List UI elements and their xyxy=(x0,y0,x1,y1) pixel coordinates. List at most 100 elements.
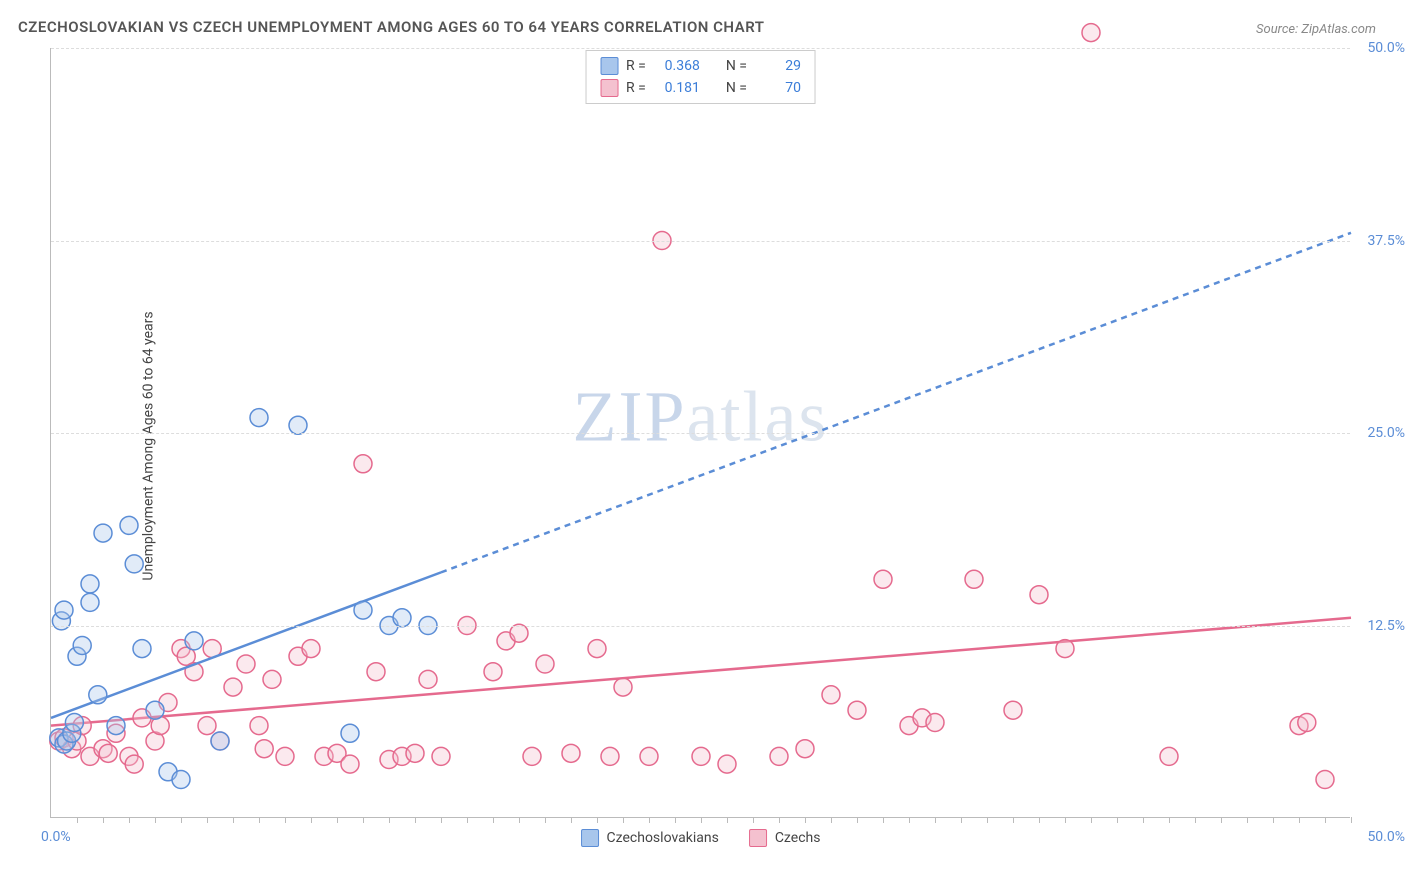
x-axis-tick xyxy=(1247,817,1248,823)
x-axis-tick xyxy=(753,817,754,823)
data-point xyxy=(250,409,268,427)
data-point xyxy=(55,601,73,619)
x-axis-tick xyxy=(1065,817,1066,823)
data-point xyxy=(484,663,502,681)
x-axis-tick xyxy=(103,817,104,823)
y-axis-tick-label: 25.0% xyxy=(1367,425,1405,441)
x-axis-tick xyxy=(155,817,156,823)
x-axis-tick xyxy=(207,817,208,823)
y-axis-tick-label: 37.5% xyxy=(1367,233,1405,249)
data-point xyxy=(1160,747,1178,765)
data-point xyxy=(822,686,840,704)
n-label: N = xyxy=(726,58,747,74)
swatch-czechoslovakians xyxy=(600,57,618,75)
x-axis-tick xyxy=(259,817,260,823)
x-axis-tick xyxy=(987,817,988,823)
x-axis-tick xyxy=(1169,817,1170,823)
data-point xyxy=(185,632,203,650)
x-axis-tick-min: 0.0% xyxy=(41,829,71,845)
gridline-h xyxy=(51,48,1350,49)
data-point xyxy=(770,747,788,765)
data-point xyxy=(172,771,190,789)
plot-area: ZIPatlas R = 0.368 N = 29 R = 0.181 N = … xyxy=(50,48,1350,818)
data-point xyxy=(640,747,658,765)
data-point xyxy=(341,755,359,773)
data-point xyxy=(1004,701,1022,719)
data-point xyxy=(367,663,385,681)
x-axis-tick xyxy=(545,817,546,823)
data-point xyxy=(354,601,372,619)
swatch-czechs-icon xyxy=(749,829,767,847)
data-point xyxy=(1030,586,1048,604)
series-label-czechs: Czechs xyxy=(775,830,821,846)
x-axis-tick xyxy=(675,817,676,823)
chart-container: CZECHOSLOVAKIAN VS CZECH UNEMPLOYMENT AM… xyxy=(0,0,1406,892)
data-point xyxy=(614,678,632,696)
data-point xyxy=(926,714,944,732)
data-point xyxy=(81,575,99,593)
data-point xyxy=(796,740,814,758)
data-point xyxy=(562,744,580,762)
data-point xyxy=(601,747,619,765)
series-legend-czechs: Czechs xyxy=(749,829,821,847)
x-axis-tick xyxy=(337,817,338,823)
data-point xyxy=(146,701,164,719)
x-axis-tick xyxy=(467,817,468,823)
r-label: R = xyxy=(626,58,646,74)
swatch-czechoslovakians-icon xyxy=(581,829,599,847)
x-axis-tick xyxy=(1351,817,1352,823)
data-point xyxy=(73,637,91,655)
x-axis-tick xyxy=(909,817,910,823)
data-point xyxy=(289,416,307,434)
x-axis-tick xyxy=(1299,817,1300,823)
x-axis-tick xyxy=(1117,817,1118,823)
chart-source: Source: ZipAtlas.com xyxy=(1256,22,1376,37)
data-point xyxy=(588,640,606,658)
data-point xyxy=(874,570,892,588)
r-label: R = xyxy=(626,80,646,96)
data-point xyxy=(125,755,143,773)
x-axis-tick xyxy=(571,817,572,823)
x-axis-tick-max: 50.0% xyxy=(1367,829,1405,845)
data-point xyxy=(341,724,359,742)
data-point xyxy=(406,744,424,762)
r-value-czechoslovakians: 0.368 xyxy=(654,58,700,74)
data-point xyxy=(255,740,273,758)
x-axis-tick xyxy=(883,817,884,823)
data-point xyxy=(302,640,320,658)
gridline-h xyxy=(51,433,1350,434)
data-point xyxy=(89,686,107,704)
x-axis-tick xyxy=(623,817,624,823)
swatch-czechs xyxy=(600,79,618,97)
data-point xyxy=(419,670,437,688)
data-point xyxy=(99,744,117,762)
x-axis-tick xyxy=(1143,817,1144,823)
data-point xyxy=(1082,24,1100,42)
data-point xyxy=(133,640,151,658)
data-point xyxy=(848,701,866,719)
trend-line-dashed xyxy=(441,233,1351,573)
gridline-h xyxy=(51,241,1350,242)
data-point xyxy=(523,747,541,765)
series-legend: Czechoslovakians Czechs xyxy=(581,829,821,847)
y-axis-tick-label: 50.0% xyxy=(1367,40,1405,56)
x-axis-tick xyxy=(389,817,390,823)
x-axis-tick xyxy=(519,817,520,823)
x-axis-tick xyxy=(363,817,364,823)
x-axis-tick xyxy=(1273,817,1274,823)
data-point xyxy=(107,717,125,735)
n-label: N = xyxy=(726,80,747,96)
y-axis-tick-label: 12.5% xyxy=(1367,618,1405,634)
data-point xyxy=(65,714,83,732)
data-point xyxy=(718,755,736,773)
data-point xyxy=(1298,714,1316,732)
data-point xyxy=(224,678,242,696)
gridline-h xyxy=(51,626,1350,627)
x-axis-tick xyxy=(493,817,494,823)
correlation-legend: R = 0.368 N = 29 R = 0.181 N = 70 xyxy=(585,50,816,104)
data-point xyxy=(263,670,281,688)
data-point xyxy=(965,570,983,588)
data-point xyxy=(237,655,255,673)
data-point xyxy=(432,747,450,765)
x-axis-tick xyxy=(649,817,650,823)
